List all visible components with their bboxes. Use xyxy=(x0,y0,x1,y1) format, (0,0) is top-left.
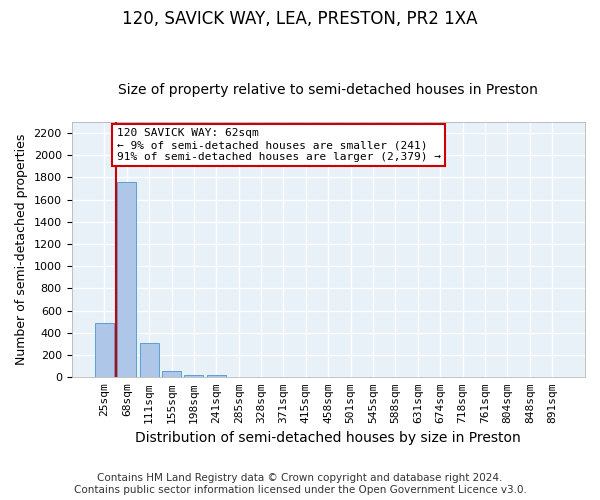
Bar xyxy=(140,344,158,378)
Text: 120, SAVICK WAY, LEA, PRESTON, PR2 1XA: 120, SAVICK WAY, LEA, PRESTON, PR2 1XA xyxy=(122,10,478,28)
Bar xyxy=(162,371,181,378)
Y-axis label: Number of semi-detached properties: Number of semi-detached properties xyxy=(15,134,28,365)
Title: Size of property relative to semi-detached houses in Preston: Size of property relative to semi-detach… xyxy=(118,83,538,97)
Text: 120 SAVICK WAY: 62sqm
← 9% of semi-detached houses are smaller (241)
91% of semi: 120 SAVICK WAY: 62sqm ← 9% of semi-detac… xyxy=(116,128,440,162)
Bar xyxy=(184,374,203,378)
X-axis label: Distribution of semi-detached houses by size in Preston: Distribution of semi-detached houses by … xyxy=(136,431,521,445)
Bar xyxy=(117,182,136,378)
Bar xyxy=(95,323,114,378)
Text: Contains HM Land Registry data © Crown copyright and database right 2024.
Contai: Contains HM Land Registry data © Crown c… xyxy=(74,474,526,495)
Bar xyxy=(207,375,226,378)
